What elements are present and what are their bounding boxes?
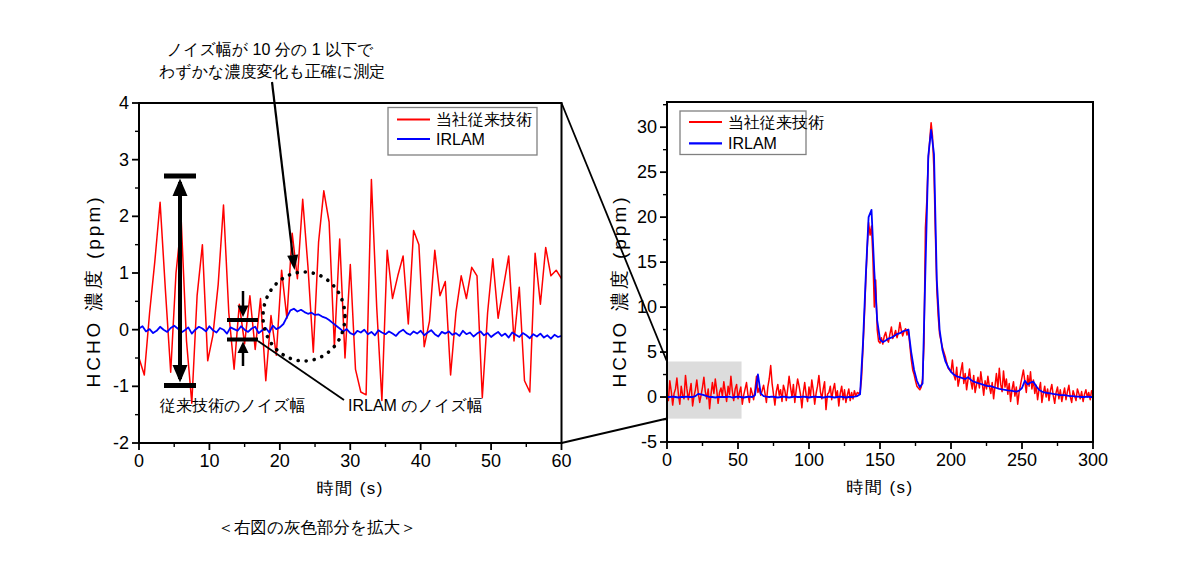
noise-note-line2: わずかな濃度変化も正確に測定 bbox=[159, 63, 385, 81]
x-axis-title: 時間 (s) bbox=[316, 479, 384, 498]
legend-label: IRLAM bbox=[728, 135, 777, 152]
x-axis-title: 時間 (s) bbox=[846, 478, 914, 497]
y-tick-label: 5 bbox=[647, 342, 657, 362]
y-axis-title: HCHO 濃度 (ppm) bbox=[83, 194, 104, 387]
y-tick-label: 4 bbox=[119, 93, 129, 113]
y-tick-label: 15 bbox=[637, 252, 657, 272]
conv-noise-arrowhead-up bbox=[173, 179, 188, 197]
y-tick-label: 30 bbox=[637, 117, 657, 137]
y-tick-label: 0 bbox=[119, 320, 129, 340]
x-tick-label: 40 bbox=[411, 451, 431, 471]
y-tick-label: 1 bbox=[119, 263, 129, 283]
irlam-noise-top-cap bbox=[227, 318, 258, 322]
y-axis-title: HCHO 濃度 (ppm) bbox=[609, 194, 630, 387]
irlam-pointer-line bbox=[258, 341, 344, 400]
y-tick-label: -5 bbox=[641, 432, 657, 452]
y-tick-label: -2 bbox=[113, 433, 129, 453]
conv-noise-top-cap bbox=[164, 174, 196, 179]
irlam-noise-bottom-cap bbox=[227, 338, 258, 342]
x-tick-label: 60 bbox=[551, 451, 571, 471]
figure-svg: 0102030405060-2-101234時間 (s)HCHO 濃度 (ppm… bbox=[0, 0, 1200, 572]
irlam-noise-label: IRLAM のノイズ幅 bbox=[348, 397, 483, 414]
x-tick-label: 0 bbox=[662, 450, 672, 470]
conventional-noise-label: 従来技術のノイズ幅 bbox=[159, 397, 306, 414]
y-tick-label: -1 bbox=[113, 376, 129, 396]
y-tick-label: 3 bbox=[119, 150, 129, 170]
x-tick-label: 150 bbox=[865, 450, 895, 470]
x-tick-label: 50 bbox=[481, 451, 501, 471]
x-tick-label: 30 bbox=[340, 451, 360, 471]
noise-note-line1: ノイズ幅が 10 分の 1 以下で bbox=[167, 41, 374, 58]
x-tick-label: 20 bbox=[270, 451, 290, 471]
conv-noise-arrowhead-down bbox=[173, 365, 188, 383]
x-tick-label: 0 bbox=[134, 451, 144, 471]
conv-noise-bottom-cap bbox=[164, 383, 196, 388]
legend-label: 当社従来技術 bbox=[436, 111, 532, 128]
x-tick-label: 100 bbox=[794, 450, 824, 470]
series-line-0 bbox=[139, 180, 562, 404]
x-tick-label: 50 bbox=[728, 450, 748, 470]
y-tick-label: 25 bbox=[637, 162, 657, 182]
annotation-noise-note: ノイズ幅が 10 分の 1 以下で わずかな濃度変化も正確に測定 bbox=[159, 41, 385, 361]
x-tick-label: 300 bbox=[1078, 450, 1108, 470]
y-tick-label: 20 bbox=[637, 207, 657, 227]
x-tick-label: 200 bbox=[936, 450, 966, 470]
noise-note-arrow-line bbox=[272, 82, 293, 255]
irlam-arrowhead-up bbox=[238, 342, 249, 354]
legend-label: 当社従来技術 bbox=[728, 114, 824, 131]
figure: 0102030405060-2-101234時間 (s)HCHO 濃度 (ppm… bbox=[0, 0, 1200, 572]
chart-full: 050100150200250300-5051015202530時間 (s)HC… bbox=[609, 102, 1108, 497]
series-line-1 bbox=[667, 130, 1093, 398]
chart-zoomed: 0 10 20 30 40 50 60 -2 -1 0 1 2 3 4 時間 (s) HCHO 濃度 (ppm… bbox=[83, 93, 572, 498]
caption: ＜右図の灰色部分を拡大＞ bbox=[218, 518, 417, 536]
x-tick-label: 250 bbox=[1007, 450, 1037, 470]
y-tick-label: 2 bbox=[119, 206, 129, 226]
legend-label: IRLAM bbox=[436, 131, 485, 148]
y-tick-label: 0 bbox=[647, 387, 657, 407]
x-tick-label: 10 bbox=[199, 451, 219, 471]
